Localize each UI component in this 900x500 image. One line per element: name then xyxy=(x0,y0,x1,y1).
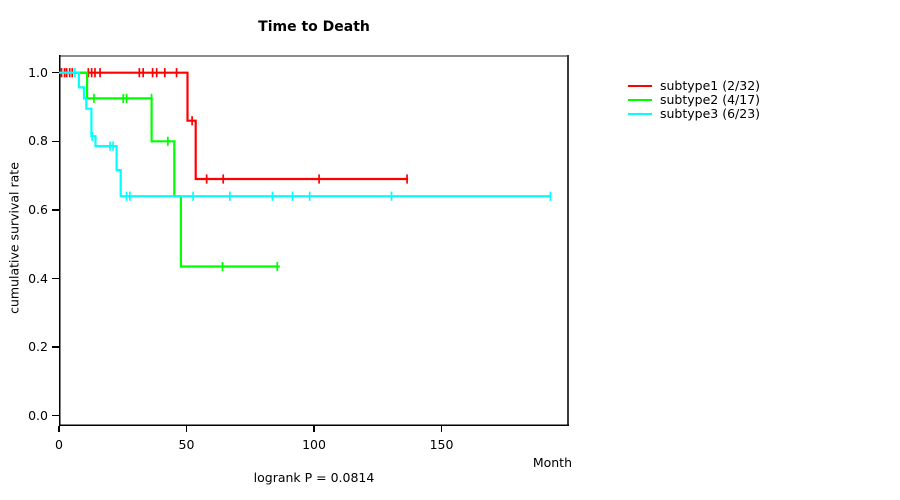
legend-label: subtype1 (2/32) xyxy=(660,78,761,93)
y-axis-tick xyxy=(52,346,59,348)
x-axis-tick xyxy=(185,426,188,432)
x-axis-tick xyxy=(313,426,315,432)
legend-line-swatch xyxy=(628,84,652,88)
x-axis-tick-label: 50 xyxy=(178,437,195,452)
survival-curve-subtype3 xyxy=(59,71,551,198)
survival-curve-subtype2 xyxy=(59,71,280,268)
legend-item-subtype3: subtype3 (6/23) xyxy=(628,107,760,121)
x-axis-tick-label: 100 xyxy=(302,437,326,452)
x-axis-tick-label: 150 xyxy=(429,437,454,452)
y-axis-tick xyxy=(52,414,59,417)
y-axis-label: cumulative survival rate xyxy=(6,162,22,314)
y-axis-tick xyxy=(52,209,59,211)
legend: subtype1 (2/32) subtype2 (4/17) subtype3… xyxy=(628,79,760,121)
chart-title: Time to Death xyxy=(258,19,370,35)
y-axis-tick-label: 0.0 xyxy=(28,407,48,423)
legend-label: subtype2 (4/17) xyxy=(660,92,761,107)
y-axis-tick xyxy=(52,71,59,74)
survival-curve-subtype1 xyxy=(59,71,409,181)
y-axis-tick-label: 0.2 xyxy=(28,339,48,355)
logrank-annotation: logrank P = 0.0814 xyxy=(253,470,375,485)
plot-area xyxy=(59,55,569,426)
y-axis-tick-label: 0.4 xyxy=(28,270,48,286)
x-axis-tick xyxy=(58,426,60,432)
legend-label: subtype3 (6/23) xyxy=(660,106,761,121)
y-axis-tick xyxy=(52,277,59,280)
y-axis-tick-label: 1.0 xyxy=(28,64,48,80)
x-axis-label: Month xyxy=(532,455,572,470)
legend-item-subtype2: subtype2 (4/17) xyxy=(628,93,760,107)
legend-item-subtype1: subtype1 (2/32) xyxy=(628,79,760,93)
legend-line-swatch xyxy=(628,98,652,102)
x-axis-tick xyxy=(440,426,443,432)
y-axis-tick-label: 0.8 xyxy=(28,133,48,149)
legend-line-swatch xyxy=(628,112,652,116)
y-axis-tick xyxy=(52,140,59,143)
x-axis-tick-label: 0 xyxy=(55,437,63,452)
y-axis-tick-label: 0.6 xyxy=(28,201,48,217)
